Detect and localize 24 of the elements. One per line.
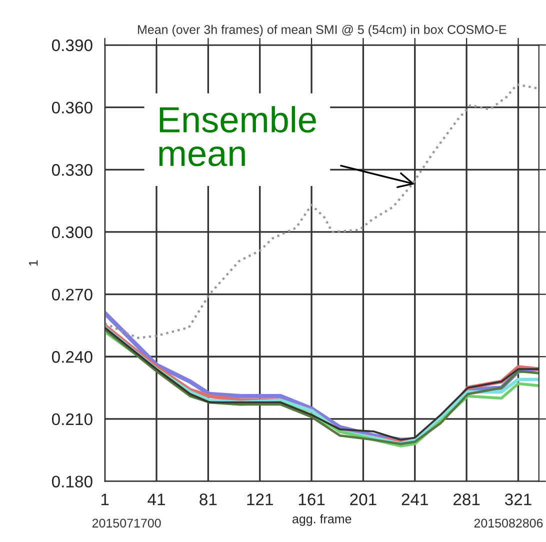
text: 2015071700: [92, 518, 161, 528]
y-tick-label: 0.360: [52, 102, 92, 114]
x-tick-label: 241: [402, 494, 428, 506]
x-tick-label: 161: [298, 494, 325, 506]
text: 2015082806: [474, 518, 543, 528]
x-axis-title: agg. frame: [292, 514, 352, 526]
chart-title: Mean (over 3h frames) of mean SMI @ 5 (54cm) in box COSMO-E: [138, 24, 506, 36]
y-tick-label: 0.180: [52, 476, 92, 488]
y-tick-label: 0.390: [52, 39, 92, 52]
y-tick-label: 0.330: [52, 164, 92, 176]
x-tick-label: 41: [148, 494, 165, 506]
y-tick-label: 0.240: [52, 351, 92, 363]
x-tick-label: 281: [453, 494, 480, 506]
x-tick-label: 321: [504, 494, 532, 506]
x-tick-label: 1: [101, 494, 109, 506]
y-axis-title: 1: [29, 260, 38, 266]
y-tick-label: 0.300: [52, 226, 92, 238]
y-tick-label: 0.210: [52, 413, 92, 426]
x-tick-label: 201: [350, 494, 376, 506]
annotation: Ensemble mean: [159, 106, 316, 166]
x-tick-label: 81: [200, 494, 217, 506]
line-series: [104, 83, 539, 340]
y-tick-label: 0.270: [52, 288, 92, 301]
x-tick-label: 121: [247, 494, 273, 506]
